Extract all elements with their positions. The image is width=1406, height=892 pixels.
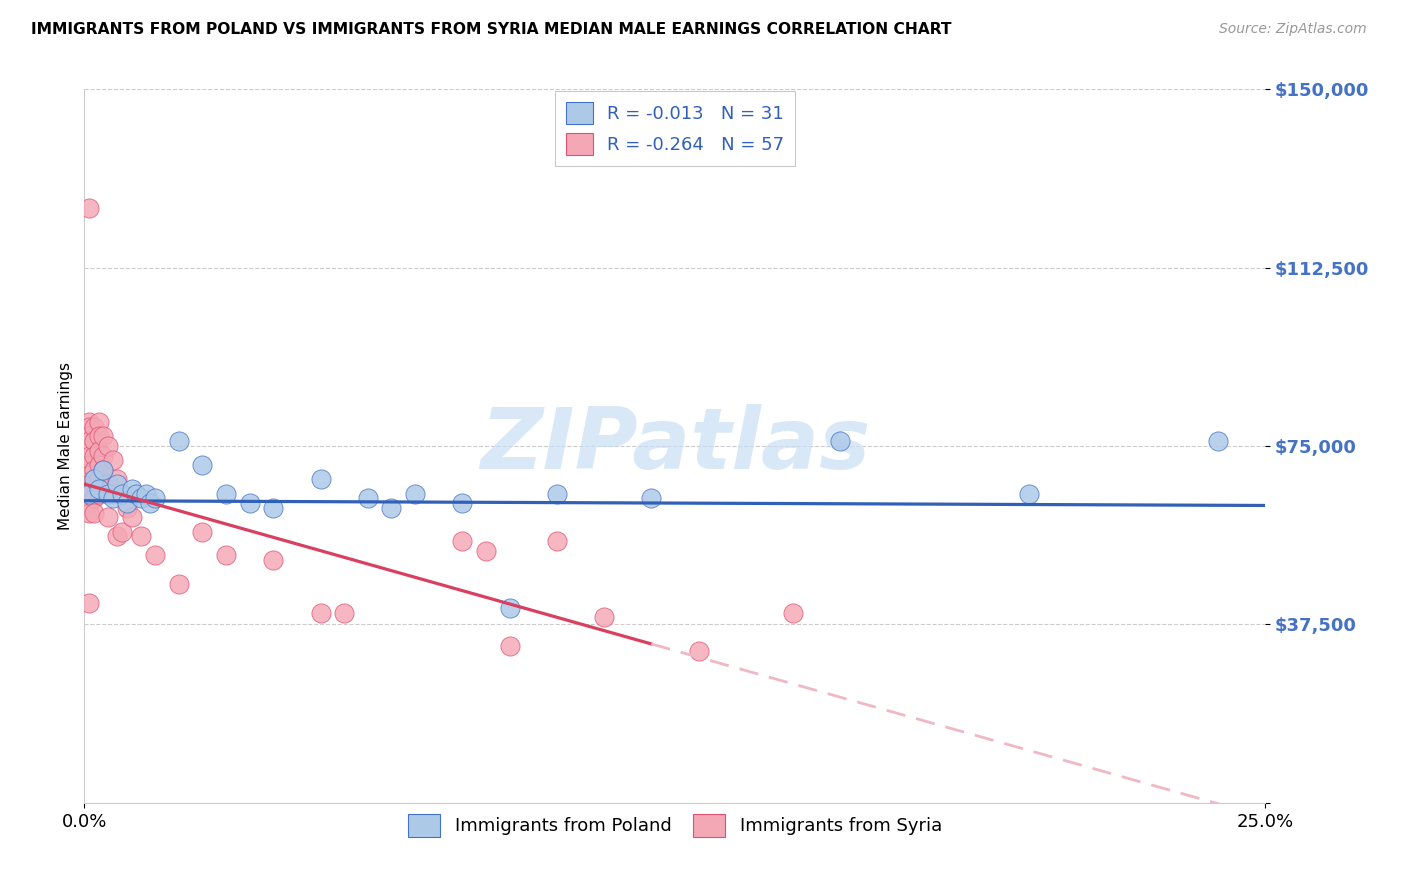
Text: ZIPatlas: ZIPatlas [479, 404, 870, 488]
Point [125, 486, 148, 500]
Legend: Immigrants from Poland, Immigrants from Syria: Immigrants from Poland, Immigrants from … [401, 807, 949, 844]
Point [83, 449, 105, 463]
Point [593, 610, 616, 624]
Point [191, 458, 214, 472]
Point [97, 477, 120, 491]
Point [83, 420, 105, 434]
Point [91, 429, 114, 443]
Point [77, 201, 100, 215]
Point [87, 415, 110, 429]
Point [91, 449, 114, 463]
Point [380, 500, 402, 515]
Point [115, 496, 138, 510]
Point [77, 596, 100, 610]
Point [498, 600, 520, 615]
Point [97, 486, 120, 500]
Point [111, 486, 134, 500]
Point [129, 529, 152, 543]
Point [143, 549, 166, 563]
Point [77, 449, 100, 463]
Point [262, 553, 284, 567]
Point [167, 577, 190, 591]
Point [77, 420, 100, 434]
Point [87, 486, 110, 500]
Point [77, 496, 100, 510]
Point [239, 496, 262, 510]
Point [77, 486, 100, 500]
Point [101, 453, 124, 467]
Point [640, 491, 662, 506]
Point [91, 463, 114, 477]
Point [475, 543, 498, 558]
Point [87, 458, 110, 472]
Point [782, 606, 804, 620]
Point [121, 482, 143, 496]
Point [333, 606, 356, 620]
Point [143, 491, 166, 506]
Point [77, 506, 100, 520]
Point [97, 439, 120, 453]
Point [215, 549, 238, 563]
Point [115, 500, 138, 515]
Point [191, 524, 214, 539]
Point [87, 482, 110, 496]
Point [135, 486, 157, 500]
Point [309, 472, 332, 486]
Point [97, 510, 120, 524]
Point [91, 463, 114, 477]
Point [107, 529, 129, 543]
Point [77, 486, 100, 500]
Point [498, 639, 520, 653]
Point [87, 429, 110, 443]
Point [77, 467, 100, 482]
Point [404, 486, 426, 500]
Point [91, 477, 114, 491]
Point [77, 434, 100, 449]
Point [309, 606, 332, 620]
Point [101, 491, 124, 506]
Point [830, 434, 852, 449]
Point [77, 415, 100, 429]
Point [546, 486, 568, 500]
Point [1206, 434, 1229, 449]
Point [87, 472, 110, 486]
Point [451, 534, 474, 549]
Y-axis label: Median Male Earnings: Median Male Earnings [58, 362, 73, 530]
Point [262, 500, 284, 515]
Point [111, 486, 134, 500]
Point [107, 477, 129, 491]
Point [1018, 486, 1040, 500]
Point [83, 491, 105, 506]
Point [167, 434, 190, 449]
Point [83, 506, 105, 520]
Point [77, 429, 100, 443]
Point [546, 534, 568, 549]
Text: IMMIGRANTS FROM POLAND VS IMMIGRANTS FROM SYRIA MEDIAN MALE EARNINGS CORRELATION: IMMIGRANTS FROM POLAND VS IMMIGRANTS FRO… [31, 22, 952, 37]
Point [83, 472, 105, 486]
Point [139, 496, 162, 510]
Point [357, 491, 380, 506]
Point [87, 443, 110, 458]
Point [129, 491, 152, 506]
Point [121, 510, 143, 524]
Point [83, 463, 105, 477]
Point [77, 477, 100, 491]
Point [83, 477, 105, 491]
Point [111, 524, 134, 539]
Point [77, 458, 100, 472]
Point [688, 643, 710, 657]
Point [101, 486, 124, 500]
Point [107, 472, 129, 486]
Point [83, 434, 105, 449]
Text: Source: ZipAtlas.com: Source: ZipAtlas.com [1219, 22, 1367, 37]
Point [451, 496, 474, 510]
Point [215, 486, 238, 500]
